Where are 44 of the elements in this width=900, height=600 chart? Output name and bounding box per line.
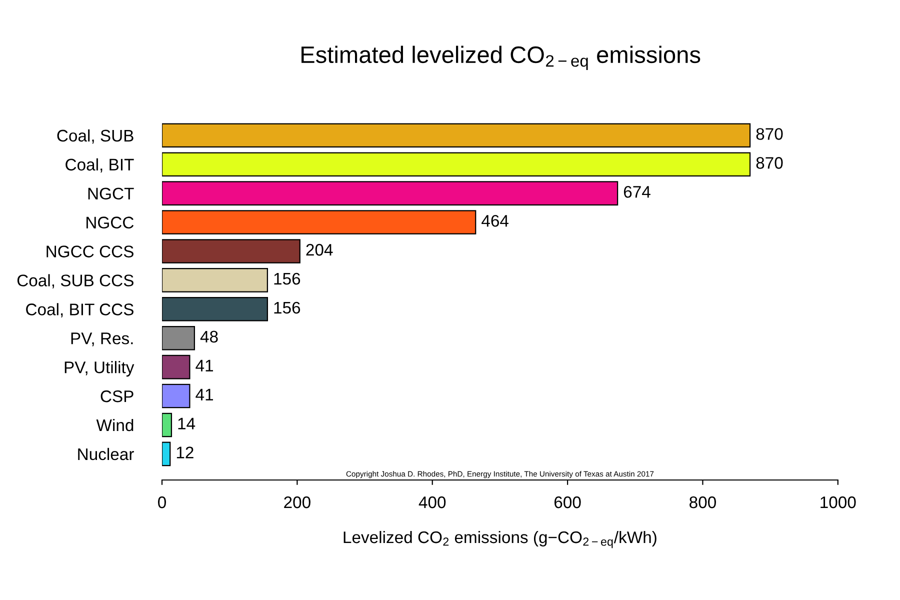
bar [162,268,268,292]
bar [162,297,268,322]
data-label: 674 [624,186,650,198]
bar [162,326,195,350]
chart-title: Estimated levelized CO$_{2−eq}$ emissions [302,46,700,70]
bar [162,412,172,438]
bar [162,354,190,380]
y-tick-label: Wind [96,418,134,432]
bar [162,442,171,466]
data-label: 156 [274,302,300,314]
y-tick-label: PV, Res. [71,332,133,346]
x-tick-label: 400 [418,496,446,508]
x-tick-label: 1000 [820,496,856,508]
data-label: 12 [176,446,194,458]
bar [162,123,751,148]
bar [162,239,300,264]
x-tick-label: 800 [690,496,716,508]
y-tick-label: Nuclear [78,448,134,460]
y-tick-label: Coal, SUB CCS [17,274,134,288]
y-tick-label: Coal, BIT [66,158,134,173]
y-tick-label: NGCT [88,188,134,200]
bar [162,384,190,408]
bar [162,181,618,206]
x-tick-label: 200 [284,496,310,508]
data-label: 14 [178,418,196,430]
y-tick-label: Coal, BIT CCS [26,303,134,318]
data-label: 41 [196,388,213,400]
data-label: 464 [482,214,508,227]
y-tick-label: CSP [100,390,134,402]
bar [162,152,751,176]
data-label: 870 [756,157,783,169]
data-label: 870 [756,128,783,140]
y-tick-label: NGCC [86,216,134,228]
y-tick-label: Coal, SUB [57,129,134,144]
data-label: 41 [196,360,213,372]
x-tick-label: 600 [554,496,581,508]
y-tick-label: PV, Utility [64,361,134,377]
data-label: 204 [306,244,333,256]
data-label: 48 [200,330,218,343]
x-tick-label: 0 [158,496,166,508]
data-label: 156 [274,272,300,285]
y-tick-label: NGCC CCS [46,246,134,258]
bar [162,210,476,234]
x-axis-title: Levelized CO$_{2}$ emissions (g−CO$_{2−eq}$/kWh) [344,530,656,548]
